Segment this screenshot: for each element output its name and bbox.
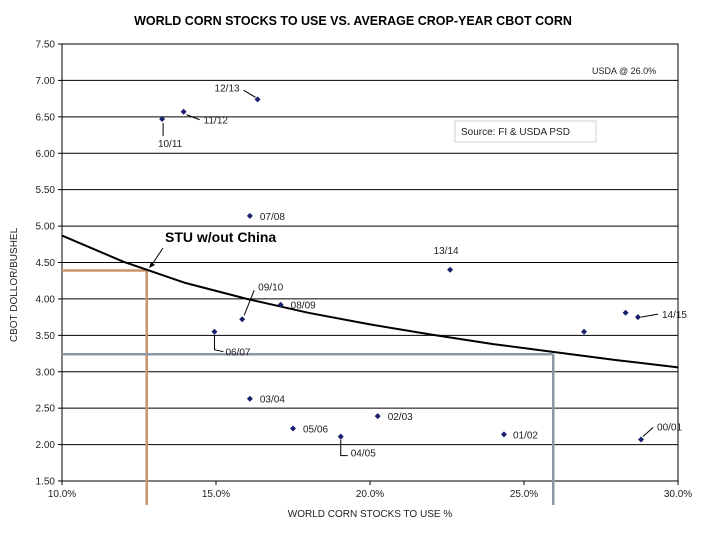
point-label: 03/04 xyxy=(260,395,285,406)
x-tick-label: 25.0% xyxy=(510,489,538,500)
x-tick-label: 10.0% xyxy=(48,489,76,500)
point-label: 02/03 xyxy=(388,412,413,423)
y-tick-label: 2.50 xyxy=(36,404,56,415)
data-point xyxy=(622,309,629,316)
point-label: 09/10 xyxy=(258,282,283,293)
point-label: 14/15 xyxy=(662,310,687,321)
trendline xyxy=(61,234,679,369)
data-points: 12/13 11/12 10/11 07/08 13/14 09/10 08/09 06/07… xyxy=(158,83,687,459)
y-tick-label: 6.50 xyxy=(36,112,56,123)
data-point xyxy=(239,316,246,323)
point-leader-line xyxy=(213,335,224,353)
point-leader-line xyxy=(186,114,200,121)
point-leader-line xyxy=(640,313,659,318)
data-point xyxy=(290,425,296,432)
data-point xyxy=(337,433,344,440)
y-tick-label: 5.50 xyxy=(36,185,56,196)
y-axis-label: CBOT DOLLOR/BUSHEL xyxy=(9,227,20,342)
data-point xyxy=(180,108,187,115)
chart-title: WORLD CORN STOCKS TO USE VS. AVERAGE CRO… xyxy=(134,14,572,28)
point-label: 06/07 xyxy=(225,348,250,359)
y-tick-label: 6.00 xyxy=(36,149,56,160)
point-label: 08/09 xyxy=(291,301,316,312)
usda-note: USDA @ 26.0% xyxy=(592,66,656,76)
point-label: 10/11 xyxy=(158,139,183,150)
y-tick-label: 2.00 xyxy=(36,440,56,451)
x-tick-label: 30.0% xyxy=(664,489,692,500)
data-point xyxy=(211,328,218,335)
point-label: 07/08 xyxy=(260,212,285,223)
data-point xyxy=(246,212,253,219)
x-axis-label: WORLD CORN STOCKS TO USE % xyxy=(288,509,453,520)
x-tick-label: 15.0% xyxy=(202,489,230,500)
y-tick-label: 4.00 xyxy=(36,294,56,305)
axis-ticks: 1.50 2.00 2.50 3.00 3.50 4.00 4.50 5.00 5.50 6.00… xyxy=(36,40,693,501)
data-point xyxy=(581,328,588,335)
data-point xyxy=(159,116,166,123)
stu-arrow-head xyxy=(149,262,155,268)
y-tick-label: 7.00 xyxy=(36,76,56,87)
point-label: 04/05 xyxy=(351,449,376,460)
y-tick-label: 1.50 xyxy=(36,477,56,488)
grid xyxy=(62,43,678,482)
data-point xyxy=(638,436,645,443)
y-tick-label: 7.50 xyxy=(36,40,56,51)
point-label: 00/01 xyxy=(657,422,682,433)
y-tick-label: 4.50 xyxy=(36,258,56,269)
stu-arrow-line xyxy=(150,247,164,267)
x-tick-label: 20.0% xyxy=(356,489,384,500)
data-point xyxy=(500,431,507,438)
data-point xyxy=(246,395,253,402)
data-point xyxy=(254,96,261,103)
point-label: 01/02 xyxy=(513,430,538,441)
y-tick-label: 5.00 xyxy=(36,222,56,233)
source-note: Source: FI & USDA PSD xyxy=(461,127,570,138)
stu-without-china-label: STU w/out China xyxy=(165,229,276,245)
y-tick-label: 3.00 xyxy=(36,367,56,378)
point-leader-line xyxy=(243,290,255,316)
data-point xyxy=(447,266,454,273)
point-label: 11/12 xyxy=(204,116,229,127)
point-label: 05/06 xyxy=(303,425,328,436)
reference-lines xyxy=(62,269,555,505)
point-label: 12/13 xyxy=(215,83,240,94)
point-leader-line xyxy=(642,427,654,437)
data-point xyxy=(374,413,381,420)
data-point xyxy=(634,314,641,321)
source-box xyxy=(454,120,597,143)
point-leader-line xyxy=(243,89,256,98)
point-label: 13/14 xyxy=(434,246,459,257)
point-leader-line xyxy=(340,439,348,457)
y-tick-label: 3.50 xyxy=(36,331,56,342)
data-point xyxy=(277,301,284,308)
